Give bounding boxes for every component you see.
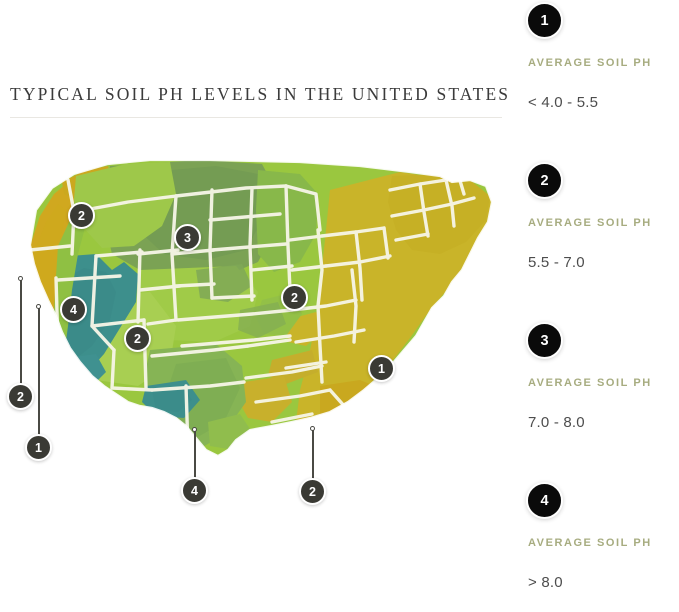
map-pin-central-california-coast[interactable]: 1 [25, 434, 52, 461]
map-pin-label: 1 [35, 440, 42, 455]
map-pin-southeast[interactable]: 1 [368, 355, 395, 382]
map-pin-gulf-coast-louisiana[interactable]: 2 [299, 478, 326, 505]
legend-badge-number: 1 [540, 12, 549, 29]
us-soil-ph-map[interactable] [0, 150, 510, 510]
map-pin-west-texas[interactable]: 4 [181, 477, 208, 504]
map-pin-great-basin[interactable]: 4 [60, 296, 87, 323]
legend-label-4: AVERAGE SOIL PH [528, 537, 652, 549]
leader-line-northern-california-coast [20, 279, 22, 393]
leader-dot-west-texas [192, 427, 197, 432]
country-outline [28, 158, 494, 458]
title-divider [10, 117, 502, 118]
map-pin-midwest[interactable]: 2 [281, 284, 308, 311]
legend-value-4: > 8.0 [528, 574, 563, 591]
leader-dot-gulf-coast-louisiana [310, 426, 315, 431]
map-panel: TYPICAL SOIL PH LEVELS IN THE UNITED STA… [0, 84, 511, 510]
map-pin-label: 1 [378, 361, 385, 376]
legend-badge-number: 3 [540, 332, 549, 349]
leader-line-gulf-coast-louisiana [312, 429, 314, 487]
leader-line-west-texas [194, 430, 196, 487]
map-pin-label: 2 [291, 290, 298, 305]
map-pin-northern-california-coast[interactable]: 2 [7, 383, 34, 410]
map-pin-northern-plains[interactable]: 3 [174, 224, 201, 251]
legend-badge-2: 2 [526, 162, 563, 199]
legend-badge-3: 3 [526, 322, 563, 359]
legend-label-1: AVERAGE SOIL PH [528, 57, 652, 69]
map-pin-label: 2 [17, 389, 24, 404]
legend-value-3: 7.0 - 8.0 [528, 414, 585, 431]
legend-label-3: AVERAGE SOIL PH [528, 377, 652, 389]
map-pin-label: 4 [191, 483, 198, 498]
map-pin-label: 2 [78, 208, 85, 223]
legend-badge-4: 4 [526, 482, 563, 519]
legend-label-2: AVERAGE SOIL PH [528, 217, 652, 229]
leader-line-central-california-coast [38, 307, 40, 444]
map-pin-southwest[interactable]: 2 [124, 325, 151, 352]
legend-panel: 1 AVERAGE SOIL PH < 4.0 - 5.5 2 AVERAGE … [510, 0, 679, 612]
legend-value-2: 5.5 - 7.0 [528, 254, 585, 271]
legend-badge-1: 1 [526, 2, 563, 39]
map-pin-label: 4 [70, 302, 77, 317]
map-pin-label: 3 [184, 230, 191, 245]
map-pin-pacific-northwest-inland[interactable]: 2 [68, 202, 95, 229]
leader-dot-northern-california-coast [18, 276, 23, 281]
map-pin-label: 2 [134, 331, 141, 346]
legend-value-1: < 4.0 - 5.5 [528, 94, 599, 111]
legend-badge-number: 2 [540, 172, 549, 189]
page-title: TYPICAL SOIL PH LEVELS IN THE UNITED STA… [10, 84, 511, 104]
leader-dot-central-california-coast [36, 304, 41, 309]
legend-badge-number: 4 [540, 492, 549, 509]
state-borders [30, 172, 476, 452]
map-pin-label: 2 [309, 484, 316, 499]
us-map-graphic [28, 158, 494, 458]
